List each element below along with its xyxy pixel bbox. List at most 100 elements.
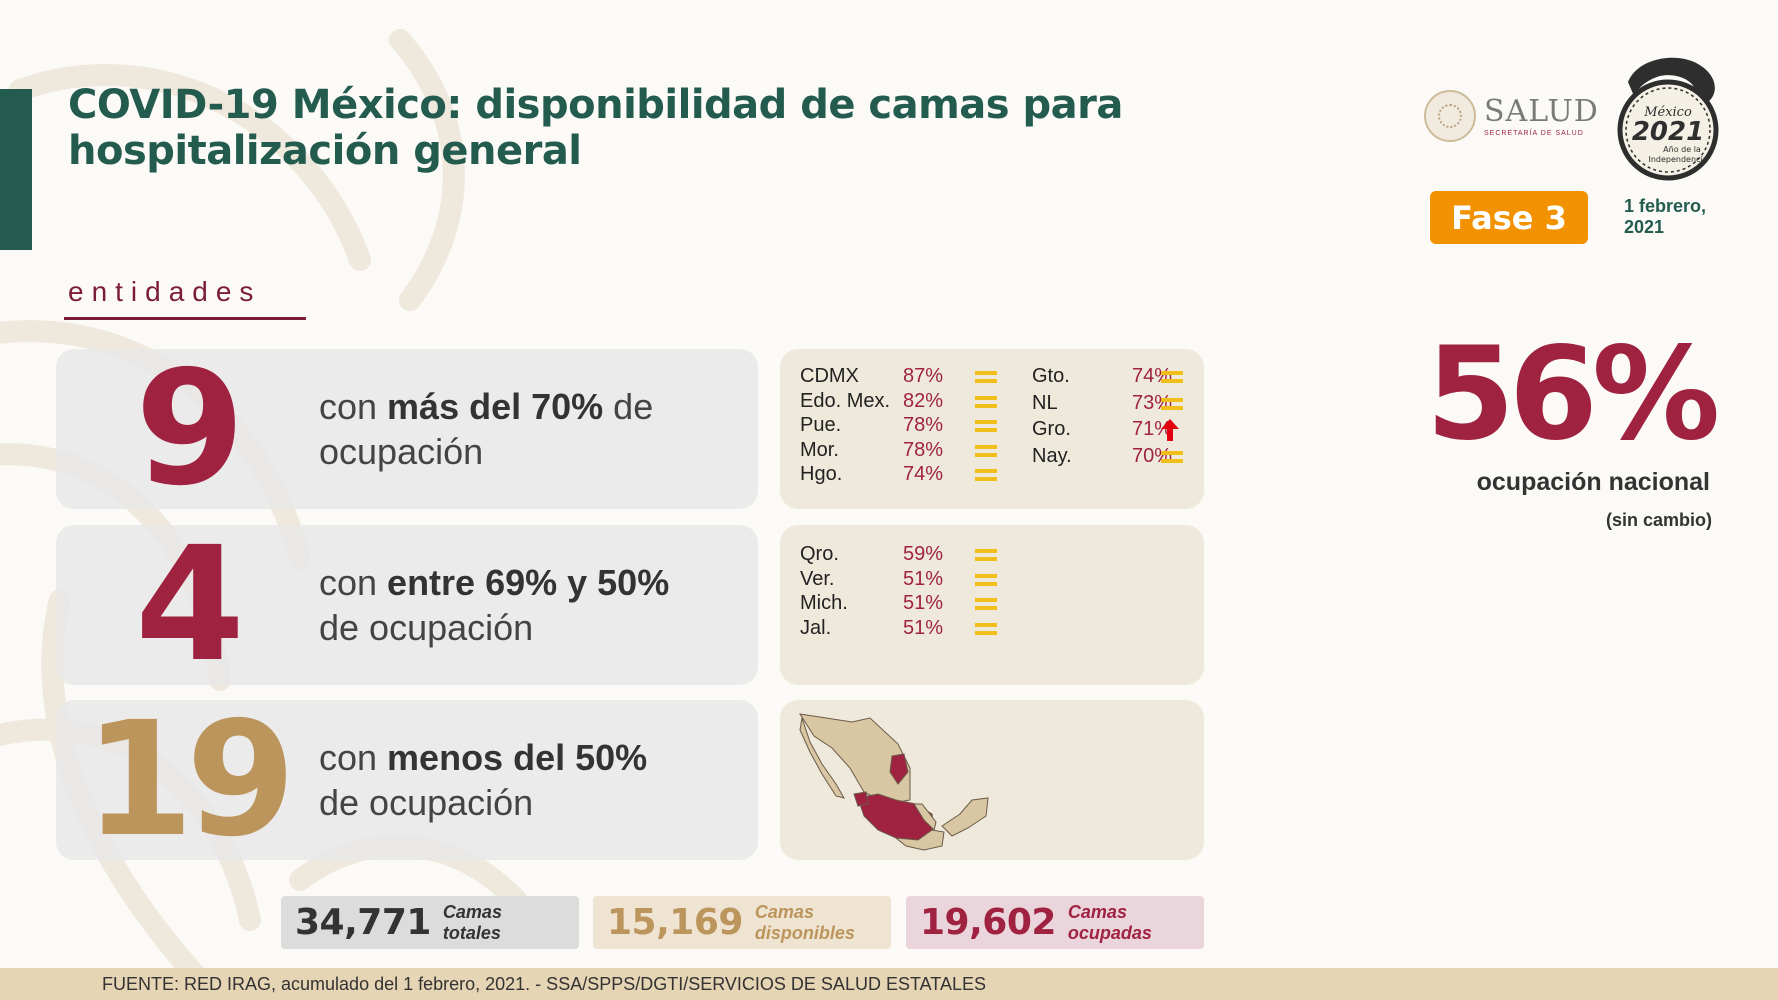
group-card-over-70: 9 con más del 70% de ocupación bbox=[56, 337, 758, 521]
group-description: con más del 70% de ocupación bbox=[319, 349, 749, 509]
logo-text-mexico: México bbox=[1643, 105, 1692, 120]
state-name: CDMX bbox=[800, 365, 859, 387]
state-name: Qro. bbox=[800, 543, 839, 565]
beds-total-label: Camas totales bbox=[443, 902, 502, 944]
trend-equal-icon bbox=[975, 444, 997, 458]
group-text-line2: de ocupación bbox=[319, 782, 534, 823]
entidades-underline bbox=[64, 317, 306, 320]
footer-source: FUENTE: RED IRAG, acumulado del 1 febrer… bbox=[102, 974, 986, 994]
trend-equal-icon bbox=[975, 469, 997, 482]
state-percent: 59% bbox=[903, 543, 944, 565]
logo-text-independencia: Independencia bbox=[1648, 155, 1707, 164]
state-name: Jal. bbox=[800, 616, 832, 639]
state-list-50-69: Qro. 59% Ver. 51% Mich. 51% Jal. 51% bbox=[780, 525, 1204, 685]
national-seal-icon bbox=[1424, 90, 1476, 142]
state-name: Nay. bbox=[1032, 444, 1072, 467]
map-region-nayarit bbox=[853, 791, 869, 807]
title-accent-bar bbox=[0, 89, 32, 250]
group-text-line2: de ocupación bbox=[319, 607, 534, 648]
state-percent: 74% bbox=[903, 463, 944, 485]
trend-equal-icon bbox=[975, 598, 997, 611]
group-text-bold: más del 70% bbox=[387, 386, 604, 427]
beds-available-box: 15,169 Camas disponibles bbox=[593, 896, 891, 949]
map-region-yucatan bbox=[941, 797, 989, 837]
state-name: Gto. bbox=[1032, 365, 1070, 387]
beds-occupied-label1: Camas bbox=[1067, 901, 1127, 922]
map-region-baja bbox=[799, 717, 846, 799]
group-text-post: de bbox=[603, 386, 654, 427]
national-occupancy-percent: 56% bbox=[1425, 320, 1720, 469]
beds-available-label: Camas disponibles bbox=[755, 902, 855, 944]
report-date: 1 febrero, 2021 bbox=[1624, 196, 1734, 238]
map-region-veracruz bbox=[913, 803, 937, 831]
state-name: Ver. bbox=[800, 567, 835, 590]
mexico-map-panel bbox=[780, 700, 1204, 860]
group-count: 4 bbox=[135, 513, 245, 697]
beds-total-label2: totales bbox=[442, 922, 501, 943]
group-text-bold: entre 69% y 50% bbox=[387, 562, 670, 603]
report-date-line1: 1 febrero, bbox=[1624, 196, 1707, 216]
trend-equal-icon bbox=[1161, 450, 1183, 464]
salud-logo: SALUD SECRETARÍA DE SALUD bbox=[1424, 90, 1599, 142]
mexico-occupancy-map bbox=[798, 713, 989, 851]
trend-equal-icon bbox=[975, 622, 997, 636]
national-occupancy-label: ocupación nacional bbox=[1476, 468, 1710, 496]
map-region-south bbox=[894, 829, 945, 851]
beds-total-box: 34,771 Camas totales bbox=[281, 896, 579, 949]
group-text-bold: menos del 50% bbox=[387, 737, 648, 778]
state-percent: 82% bbox=[903, 389, 944, 412]
state-name: Pue. bbox=[800, 414, 842, 436]
state-percent: 51% bbox=[903, 592, 944, 614]
beds-available-label2: disponibles bbox=[754, 922, 855, 943]
group-card-under-50: 19 con menos del 50% de ocupación bbox=[56, 688, 758, 872]
beds-occupied-label2: ocupadas bbox=[1067, 922, 1152, 943]
state-percent: 51% bbox=[903, 567, 944, 590]
logo-text-year: 2021 bbox=[1632, 117, 1704, 147]
trend-equal-icon bbox=[975, 371, 997, 384]
state-name: Mor. bbox=[800, 438, 839, 461]
trend-equal-icon bbox=[975, 395, 997, 409]
state-name: Hgo. bbox=[800, 463, 843, 485]
beds-available-value: 15,169 bbox=[607, 902, 743, 943]
group-text-pre: con bbox=[319, 562, 388, 603]
report-date-line2: 2021 bbox=[1624, 217, 1665, 237]
trend-equal-icon bbox=[1161, 397, 1183, 411]
state-name: NL bbox=[1032, 391, 1058, 414]
trend-equal-icon bbox=[975, 573, 997, 587]
salud-logo-word: SALUD bbox=[1484, 93, 1599, 129]
phase-badge: Fase 3 bbox=[1430, 191, 1588, 244]
state-name: Edo. Mex. bbox=[800, 389, 891, 412]
beds-occupied-label: Camas ocupadas bbox=[1068, 902, 1152, 944]
state-percent: 78% bbox=[903, 414, 944, 436]
trend-up-arrow-icon bbox=[1161, 419, 1179, 441]
state-percent: 78% bbox=[903, 438, 944, 461]
state-percent: 51% bbox=[903, 616, 944, 639]
beds-total-value: 34,771 bbox=[295, 902, 431, 943]
beds-available-label1: Camas bbox=[754, 901, 814, 922]
mexico-2021-logo: México 2021 Año de la Independencia bbox=[1617, 57, 1719, 181]
entidades-heading: entidades bbox=[68, 276, 262, 307]
state-list-over-70: CDMX 87% Edo. Mex. 82% Pue. 78% Mor. 78% Hgo. 74%… bbox=[780, 349, 1204, 509]
beds-occupied-value: 19,602 bbox=[920, 902, 1056, 943]
beds-total-label1: Camas bbox=[442, 901, 502, 922]
logo-text-anio: Año de la bbox=[1663, 145, 1701, 154]
group-description: con menos del 50% de ocupación bbox=[319, 700, 749, 860]
trend-equal-icon bbox=[975, 420, 997, 433]
state-percent: 71% bbox=[1132, 418, 1173, 440]
state-name: Mich. bbox=[800, 592, 848, 614]
group-text-line2: ocupación bbox=[319, 431, 484, 472]
salud-logo-subtitle: SECRETARÍA DE SALUD bbox=[1484, 129, 1584, 137]
group-text-pre: con bbox=[319, 737, 388, 778]
beds-occupied-box: 19,602 Camas ocupadas bbox=[906, 896, 1204, 949]
group-description: con entre 69% y 50% de ocupación bbox=[319, 525, 749, 685]
footer-bar bbox=[0, 968, 1778, 1000]
trend-equal-icon bbox=[1161, 371, 1183, 384]
national-occupancy-note: (sin cambio) bbox=[1605, 510, 1712, 530]
group-count: 19 bbox=[84, 688, 296, 872]
page-title: COVID-19 México: disponibilidad de camas… bbox=[68, 82, 1123, 174]
group-count: 9 bbox=[135, 337, 245, 521]
state-name: Gro. bbox=[1032, 418, 1071, 440]
group-card-50-69: 4 con entre 69% y 50% de ocupación bbox=[56, 513, 758, 697]
group-text-pre: con bbox=[319, 386, 388, 427]
map-region-nuevo-leon bbox=[889, 753, 909, 785]
